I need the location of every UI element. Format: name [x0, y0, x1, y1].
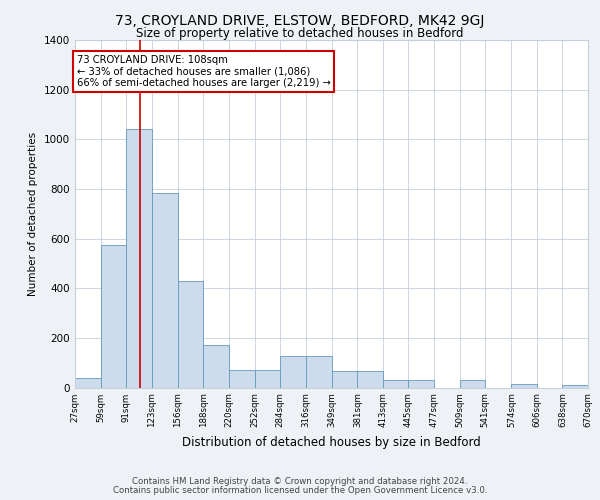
Bar — [203, 346, 229, 388]
Text: Size of property relative to detached houses in Bedford: Size of property relative to detached ho… — [136, 28, 464, 40]
Bar — [562, 385, 588, 388]
Bar — [178, 281, 203, 388]
Bar — [101, 245, 126, 388]
Bar — [511, 384, 537, 388]
Text: Contains public sector information licensed under the Open Government Licence v3: Contains public sector information licen… — [113, 486, 487, 495]
Y-axis label: Number of detached properties: Number of detached properties — [28, 132, 38, 296]
Bar — [305, 356, 332, 388]
Bar — [409, 380, 434, 388]
Bar — [358, 372, 383, 388]
Text: 73 CROYLAND DRIVE: 108sqm
← 33% of detached houses are smaller (1,086)
66% of se: 73 CROYLAND DRIVE: 108sqm ← 33% of detac… — [77, 55, 331, 88]
Bar — [383, 380, 409, 388]
Text: Contains HM Land Registry data © Crown copyright and database right 2024.: Contains HM Land Registry data © Crown c… — [132, 477, 468, 486]
Bar — [75, 378, 101, 388]
Bar — [280, 356, 305, 388]
Bar — [126, 130, 152, 388]
X-axis label: Distribution of detached houses by size in Bedford: Distribution of detached houses by size … — [182, 436, 481, 448]
Bar — [152, 192, 178, 388]
Text: 73, CROYLAND DRIVE, ELSTOW, BEDFORD, MK42 9GJ: 73, CROYLAND DRIVE, ELSTOW, BEDFORD, MK4… — [115, 14, 485, 28]
Bar — [254, 370, 280, 388]
Bar — [332, 372, 358, 388]
Bar — [460, 380, 485, 388]
Bar — [229, 370, 254, 388]
